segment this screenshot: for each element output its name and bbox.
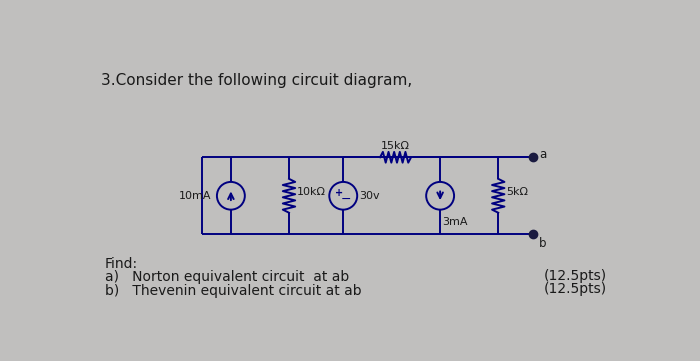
Text: 10kΩ: 10kΩ xyxy=(297,187,326,197)
Text: 10mA: 10mA xyxy=(179,191,211,201)
Text: 3.Consider the following circuit diagram,: 3.Consider the following circuit diagram… xyxy=(102,73,413,88)
Text: +: + xyxy=(335,188,343,198)
Text: b)   Thevenin equivalent circuit at ab: b) Thevenin equivalent circuit at ab xyxy=(104,283,361,297)
Text: a)   Norton equivalent circuit  at ab: a) Norton equivalent circuit at ab xyxy=(104,270,349,284)
Text: 30v: 30v xyxy=(358,191,379,201)
Text: 15kΩ: 15kΩ xyxy=(381,141,410,151)
Text: (12.5pts): (12.5pts) xyxy=(544,282,607,296)
Text: −: − xyxy=(341,193,351,206)
Text: 5kΩ: 5kΩ xyxy=(506,187,528,197)
Text: Find:: Find: xyxy=(104,257,138,271)
Text: a: a xyxy=(539,148,547,161)
Text: (12.5pts): (12.5pts) xyxy=(544,269,607,283)
Text: b: b xyxy=(539,237,547,250)
Text: 3mA: 3mA xyxy=(442,217,468,227)
